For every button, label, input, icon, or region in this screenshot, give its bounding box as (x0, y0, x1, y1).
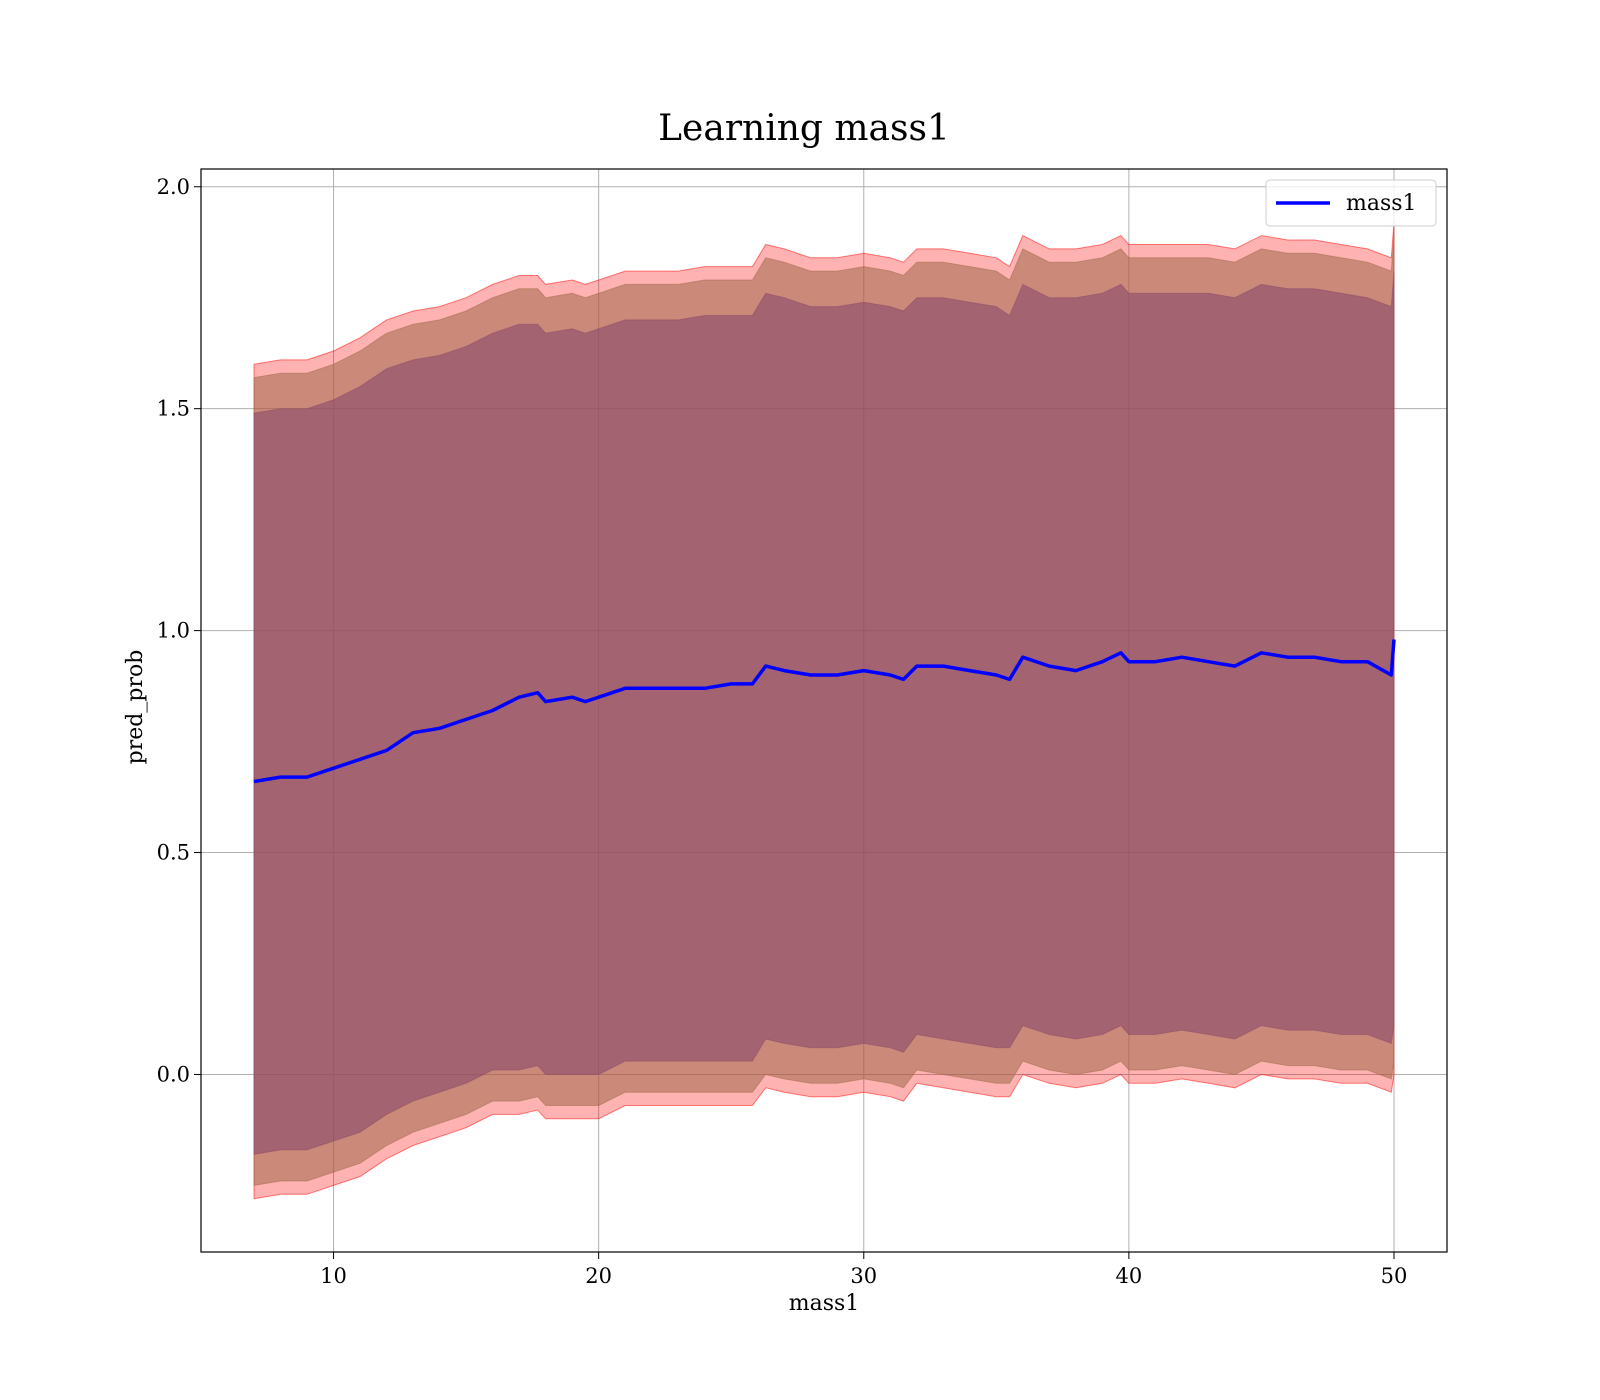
uncertainty-bands (253, 222, 1395, 1200)
plot-area: 10 20 30 40 50 0.0 0.5 1.0 1.5 2.0 (157, 168, 1448, 1288)
x-ticks: 10 20 30 40 50 (320, 1252, 1407, 1288)
band-inner (253, 271, 1395, 1155)
x-tick-label: 50 (1381, 1264, 1408, 1288)
y-tick-label: 0.0 (157, 1062, 190, 1086)
y-ticks: 0.0 0.5 1.0 1.5 2.0 (157, 175, 201, 1086)
y-tick-label: 0.5 (157, 841, 190, 865)
series-lines (253, 639, 1396, 784)
x-tick-label: 20 (585, 1264, 612, 1288)
y-axis-label: pred_prob (123, 650, 148, 765)
y-tick-label: 1.0 (157, 619, 190, 643)
x-tick-label: 40 (1116, 1264, 1143, 1288)
y-tick-label: 1.5 (157, 397, 190, 421)
y-tick-label: 2.0 (157, 175, 190, 199)
legend-label-mass1: mass1 (1346, 191, 1417, 216)
plot-frame (200, 168, 1448, 1253)
series-line-mass1 (253, 639, 1396, 784)
x-tick-label: 10 (320, 1264, 347, 1288)
x-tick-label: 30 (850, 1264, 877, 1288)
legend: mass1 (1265, 179, 1437, 227)
chart-title: Learning mass1 (658, 108, 950, 149)
x-axis-label: mass1 (789, 1291, 860, 1316)
legend-box (1265, 179, 1437, 227)
